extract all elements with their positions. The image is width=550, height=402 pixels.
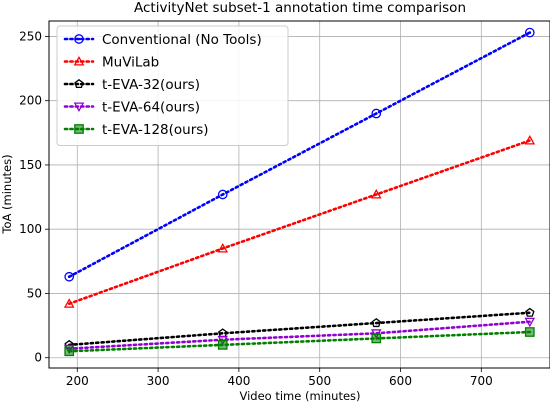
y-tick-label: 50 [27, 286, 42, 300]
legend-box [56, 25, 289, 146]
y-tick-label: 250 [19, 29, 42, 43]
legend-label: t-EVA-64(ours) [102, 100, 200, 116]
y-tick-label: 200 [19, 94, 42, 108]
y-tick-label: 0 [34, 351, 42, 365]
plot-area [63, 27, 536, 357]
data-point [63, 298, 75, 308]
x-tick-label: 400 [227, 374, 250, 388]
series-line [67, 311, 532, 347]
y-axis: 0 50 100 150 200 250 [19, 29, 49, 365]
data-point [217, 189, 228, 200]
data-point [371, 318, 382, 328]
series-0 [64, 27, 535, 282]
legend-label: Conventional (No Tools) [102, 32, 262, 48]
data-point [371, 333, 382, 344]
plot-frame [48, 20, 550, 369]
x-axis-label: Video time (minutes) [239, 389, 360, 402]
series-line [67, 31, 532, 279]
legend: Conventional (No Tools) MuViLab t-EVA-32(o… [56, 25, 289, 146]
y-tick-label: 150 [19, 158, 42, 172]
series-1 [63, 134, 536, 308]
x-tick-label: 200 [66, 374, 89, 388]
y-axis-label: ToA (minutes) [0, 154, 14, 234]
legend-marker [74, 78, 84, 89]
y-tick-label: 100 [19, 222, 42, 236]
series-2 [64, 307, 535, 349]
data-point-dot [528, 31, 532, 34]
data-point [524, 327, 535, 337]
legend-marker [74, 34, 84, 44]
series-line [67, 320, 532, 351]
data-point-dot [67, 275, 71, 279]
x-tick-label: 500 [308, 374, 331, 388]
series-4 [64, 327, 535, 357]
series-line [67, 330, 532, 353]
legend-marker [73, 55, 85, 66]
data-point [524, 134, 536, 145]
data-point [217, 340, 228, 350]
legend-item: t-EVA-32(ours) [63, 77, 200, 93]
x-tick-label: 600 [389, 374, 412, 388]
data-point [371, 108, 382, 119]
legend-item: Conventional (No Tools) [63, 32, 262, 48]
legend-label: MuViLab [102, 55, 159, 71]
data-point-dot [374, 112, 378, 115]
legend-label: t-EVA-128(ours) [102, 122, 209, 138]
legend-marker [74, 124, 84, 134]
series-line [67, 139, 532, 306]
legend-item: t-EVA-128(ours) [63, 122, 209, 138]
data-point [217, 242, 229, 253]
data-point [524, 27, 535, 38]
legend-item: MuViLab [63, 55, 159, 71]
legend-marker [73, 102, 85, 113]
legend-item: t-EVA-64(ours) [63, 100, 200, 116]
x-tick-label: 300 [147, 374, 170, 388]
legend-marker-dot [77, 37, 81, 41]
data-point [524, 317, 536, 328]
data-point [370, 188, 382, 199]
chart-title: ActivityNet subset-1 annotation time com… [134, 0, 466, 16]
legend-label: t-EVA-32(ours) [102, 77, 200, 93]
data-point [525, 307, 535, 317]
x-tick-label: 700 [470, 374, 493, 388]
data-point [64, 271, 75, 282]
data-point [64, 346, 75, 357]
x-axis: 200 300 400 500 600 700 [66, 368, 493, 388]
data-point-dot [221, 193, 225, 196]
